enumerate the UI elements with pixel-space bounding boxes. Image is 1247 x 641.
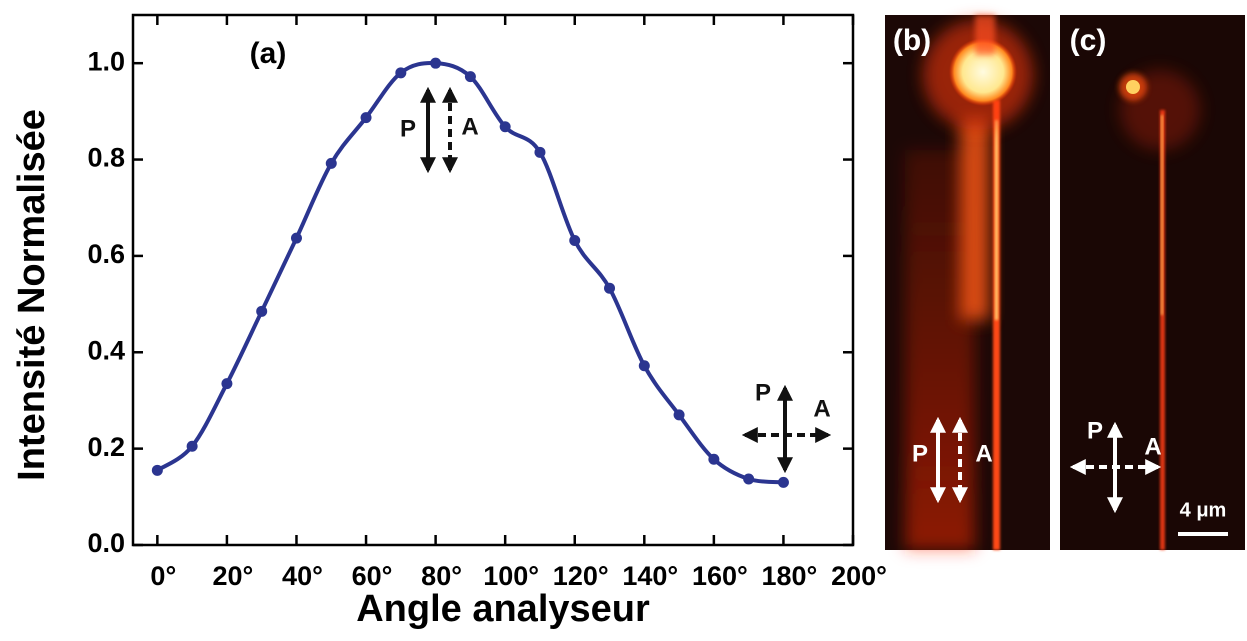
annotation: P — [400, 115, 416, 142]
annotation: P — [1087, 417, 1103, 444]
panel-b-image — [885, 15, 1050, 550]
y-tick-label: 0.0 — [87, 528, 125, 558]
y-tick-label: 0.4 — [87, 335, 125, 365]
data-point — [777, 476, 789, 488]
data-point — [430, 57, 442, 69]
data-point — [604, 282, 616, 294]
y-axis-label: Intensité Normalisée — [11, 109, 53, 481]
x-tick-label: 60° — [352, 561, 393, 591]
data-point — [186, 440, 198, 452]
annotation: P — [912, 440, 928, 467]
data-point — [221, 378, 233, 390]
x-tick-label: 80° — [421, 561, 462, 591]
x-tick-label: 160° — [692, 561, 748, 591]
data-point — [534, 146, 546, 158]
data-point — [325, 157, 337, 169]
x-tick-label: 120° — [553, 561, 609, 591]
annotation: (b) — [893, 24, 931, 57]
data-point — [743, 473, 755, 485]
x-tick-label: 100° — [483, 561, 539, 591]
annotation: (c) — [1070, 24, 1107, 57]
x-tick-label: 40° — [282, 561, 323, 591]
data-point — [673, 409, 685, 421]
annotation: (a) — [250, 37, 287, 70]
x-tick-label: 20° — [212, 561, 253, 591]
data-point — [290, 232, 302, 244]
y-tick-label: 0.6 — [87, 239, 125, 269]
annotation: A — [813, 395, 830, 422]
data-point — [708, 453, 720, 465]
annotation: A — [1144, 433, 1161, 460]
annotation: P — [755, 379, 771, 406]
panel-c-image — [1060, 15, 1245, 550]
y-tick-label: 0.2 — [87, 432, 125, 462]
data-point — [151, 464, 163, 476]
data-point — [499, 121, 511, 133]
annotation: A — [975, 440, 992, 467]
x-tick-label: 0° — [150, 561, 176, 591]
annotation: A — [461, 113, 478, 140]
x-axis-label: Angle analyseur — [356, 588, 650, 630]
data-point — [256, 305, 268, 317]
y-tick-label: 0.8 — [87, 143, 125, 173]
data-point — [569, 234, 581, 246]
x-tick-label: 180° — [762, 561, 818, 591]
data-point — [638, 360, 650, 372]
data-point — [360, 112, 372, 124]
data-point — [395, 67, 407, 79]
x-tick-label: 140° — [622, 561, 678, 591]
annotation: 4 μm — [1180, 499, 1227, 521]
plot-frame — [131, 13, 855, 547]
data-point — [464, 71, 476, 83]
y-tick-label: 1.0 — [87, 46, 125, 76]
x-tick-label: 200° — [831, 561, 887, 591]
